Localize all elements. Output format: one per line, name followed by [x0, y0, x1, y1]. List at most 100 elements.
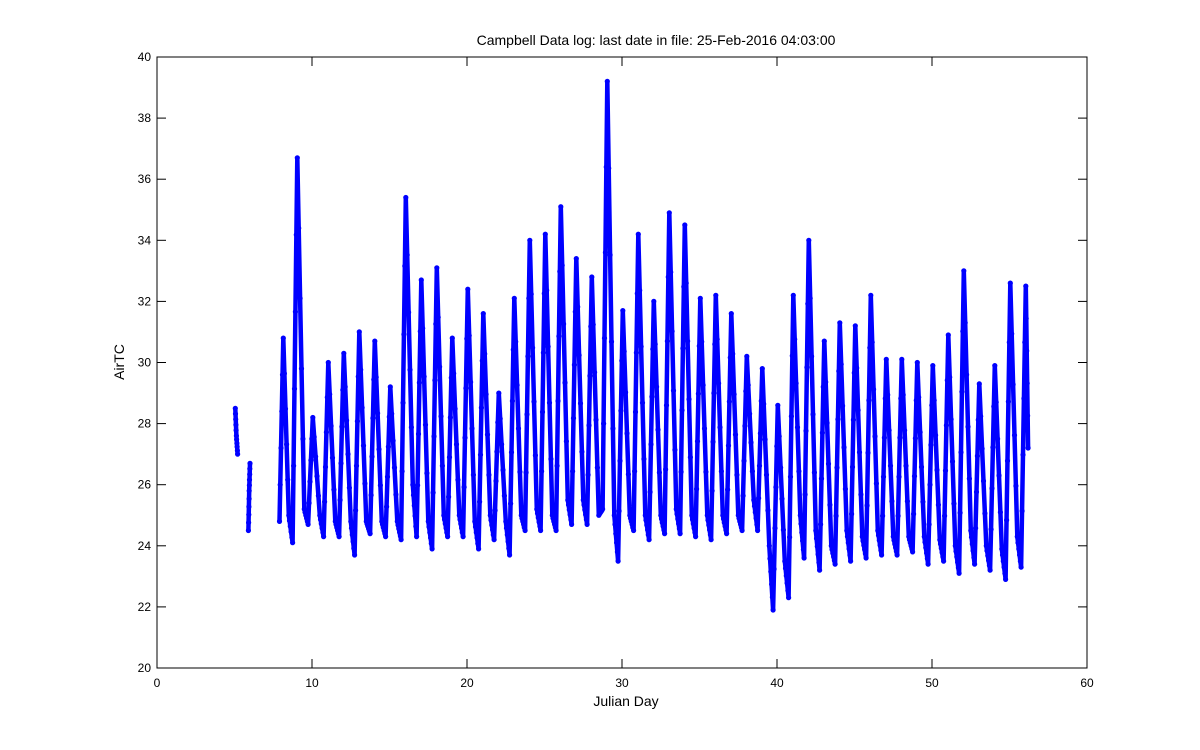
data-point	[625, 471, 632, 477]
data-point	[941, 558, 947, 564]
data-point	[647, 489, 653, 495]
data-point	[1018, 564, 1024, 570]
data-point	[245, 527, 251, 534]
data-point	[287, 523, 293, 529]
y-tick-label: 24	[138, 539, 152, 553]
data-point	[821, 338, 827, 344]
data-point	[845, 540, 851, 546]
data-point	[666, 210, 672, 216]
data-point	[508, 501, 514, 507]
data-point	[373, 374, 379, 380]
data-point	[860, 538, 866, 544]
data-point	[430, 490, 436, 496]
data-point	[384, 474, 391, 480]
data-point	[356, 329, 362, 335]
data-point	[538, 527, 544, 534]
data-point	[494, 449, 500, 455]
data-point	[902, 427, 908, 433]
data-point	[933, 432, 939, 438]
data-point	[246, 477, 253, 483]
data-point	[325, 359, 331, 366]
data-point	[813, 535, 820, 542]
data-point	[650, 346, 656, 352]
data-point	[775, 402, 781, 408]
x-tick-label: 20	[460, 676, 474, 690]
data-point	[393, 491, 399, 498]
data-point	[572, 309, 578, 315]
data-point	[449, 335, 455, 341]
data-point	[674, 511, 680, 517]
data-point	[762, 436, 768, 443]
data-point	[877, 542, 883, 548]
data-point	[624, 430, 630, 436]
data-point	[427, 529, 433, 536]
data-point	[955, 559, 961, 565]
data-point	[235, 451, 241, 457]
data-point	[776, 433, 782, 439]
data-point	[507, 552, 513, 558]
data-point	[964, 372, 970, 378]
data-point	[749, 468, 756, 474]
data-point	[668, 269, 674, 275]
x-tick-label: 50	[925, 676, 939, 690]
data-point	[612, 521, 618, 528]
data-point	[903, 463, 909, 469]
data-point	[769, 581, 775, 587]
data-point	[348, 518, 354, 525]
data-point	[703, 469, 709, 475]
data-point	[536, 519, 542, 525]
data-point	[607, 252, 613, 258]
data-point	[246, 504, 252, 510]
y-tick-label: 40	[138, 50, 152, 64]
data-point	[679, 407, 685, 413]
data-point	[1007, 280, 1013, 286]
data-point	[431, 433, 437, 439]
data-point	[897, 435, 903, 441]
data-point	[445, 534, 451, 540]
data-point	[290, 540, 296, 546]
data-point	[375, 410, 381, 416]
data-point	[444, 529, 450, 536]
data-point	[773, 484, 779, 490]
data-point	[247, 466, 253, 472]
data-point	[673, 506, 679, 512]
data-point	[770, 607, 776, 613]
data-point	[328, 423, 334, 429]
data-point	[321, 534, 327, 540]
data-point	[742, 423, 748, 429]
data-point	[752, 509, 758, 515]
data-point	[349, 532, 355, 538]
data-point	[763, 472, 770, 478]
data-point	[784, 580, 790, 586]
data-point	[990, 444, 996, 450]
data-point	[641, 456, 647, 462]
data-point	[855, 407, 861, 413]
data-point	[1020, 452, 1026, 458]
data-point	[442, 521, 448, 527]
data-point	[438, 413, 444, 419]
data-point	[709, 488, 715, 494]
data-point	[904, 498, 911, 504]
data-point	[959, 389, 965, 395]
data-point	[506, 545, 512, 551]
data-point	[820, 384, 826, 390]
data-point	[281, 370, 287, 377]
data-point	[832, 561, 838, 567]
data-point	[692, 529, 698, 536]
data-point	[759, 366, 765, 372]
data-point	[664, 338, 671, 344]
data-point	[616, 508, 622, 514]
y-axis-title: AirTC	[111, 344, 127, 380]
data-point	[461, 484, 467, 490]
data-point	[308, 457, 314, 463]
y-tick-label: 32	[138, 294, 152, 308]
data-point	[338, 460, 344, 466]
data-point	[970, 548, 976, 554]
data-point	[490, 532, 496, 538]
data-point	[852, 323, 858, 329]
data-point	[734, 472, 740, 478]
data-point	[385, 444, 391, 450]
data-point	[974, 453, 981, 459]
data-point	[286, 518, 293, 524]
data-point	[716, 380, 722, 386]
